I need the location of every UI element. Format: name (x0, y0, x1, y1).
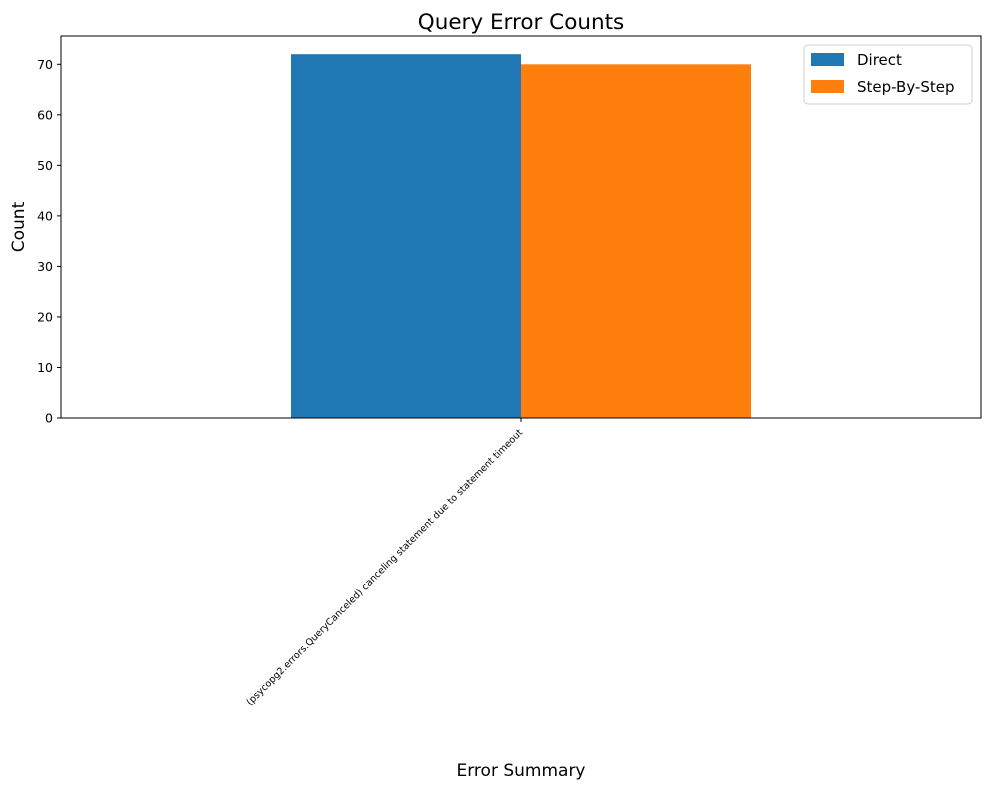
legend-label: Direct (857, 51, 902, 69)
legend-swatch-step-by-step (811, 80, 844, 93)
bar-step-by-step (521, 64, 751, 418)
plot-area (60, 35, 982, 419)
y-tick-label: 70 (37, 57, 53, 72)
x-axis: (psycopg2.errors.QueryCanceled) cancelin… (244, 418, 525, 708)
bar-direct (291, 54, 521, 418)
legend-box (803, 44, 973, 105)
y-tick-label: 20 (37, 309, 53, 324)
y-tick-label: 10 (37, 360, 53, 375)
y-tick-label: 40 (37, 208, 53, 223)
x-axis-label: Error Summary (457, 761, 586, 781)
y-axis: 0 10 20 30 40 50 60 70 (37, 57, 61, 426)
y-axis-label: Count (9, 201, 29, 252)
y-tick-label: 50 (37, 158, 53, 173)
legend-label: Step-By-Step (857, 78, 955, 96)
legend-swatch-direct (811, 53, 844, 66)
bars (291, 54, 751, 418)
chart-title: Query Error Counts (418, 10, 624, 35)
x-tick-label: (psycopg2.errors.QueryCanceled) cancelin… (244, 427, 525, 708)
y-tick-label: 0 (45, 411, 53, 426)
legend: Direct Step-By-Step (803, 44, 973, 105)
y-tick-label: 30 (37, 259, 53, 274)
y-tick-label: 60 (37, 107, 53, 122)
